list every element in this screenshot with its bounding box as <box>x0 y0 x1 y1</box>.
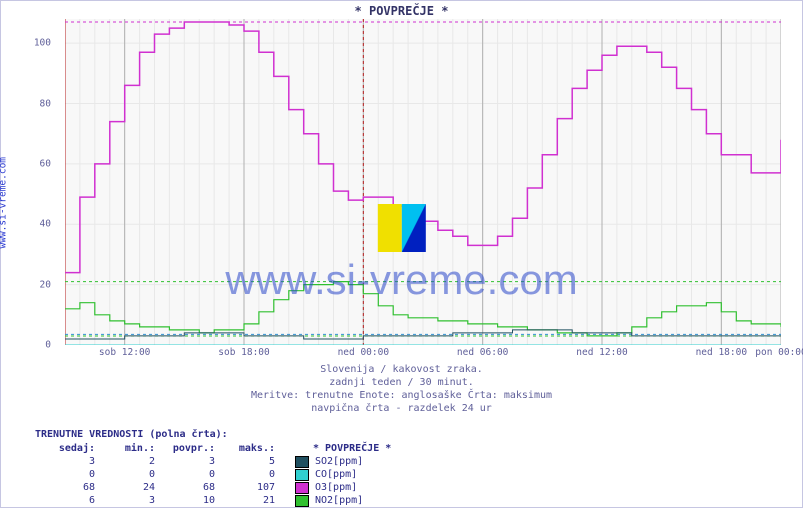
x-tick-label: pon 00:00 <box>755 347 803 358</box>
table-row: 3235SO2[ppm] <box>35 455 391 468</box>
caption-line: navpična črta - razdelek 24 ur <box>1 402 802 415</box>
legend-swatch-icon <box>295 456 309 468</box>
legend-label: O3[ppm] <box>315 481 357 494</box>
table-cell: 0 <box>155 468 215 481</box>
data-table: TRENUTNE VREDNOSTI (polna črta): sedaj: … <box>35 429 391 507</box>
legend-swatch-icon <box>295 469 309 481</box>
table-cell: 68 <box>35 481 95 494</box>
legend-swatch-icon <box>295 482 309 494</box>
table-cell: 24 <box>95 481 155 494</box>
col-header: sedaj: <box>35 442 95 455</box>
x-tick-label: ned 12:00 <box>576 347 627 358</box>
table-cell: 21 <box>215 494 275 507</box>
col-header: min.: <box>95 442 155 455</box>
table-cell: 2 <box>95 455 155 468</box>
legend-title: * POVPREČJE * <box>313 442 391 455</box>
table-cell: 6 <box>35 494 95 507</box>
chart-title: * POVPREČJE * <box>1 4 802 18</box>
plot-area <box>65 19 781 345</box>
table-cell: 107 <box>215 481 275 494</box>
x-tick-label: ned 06:00 <box>457 347 508 358</box>
legend-label: CO[ppm] <box>315 468 357 481</box>
legend-label: NO2[ppm] <box>315 494 363 507</box>
x-tick-label: ned 00:00 <box>338 347 389 358</box>
caption-block: Slovenija / kakovost zraka. zadnji teden… <box>1 363 802 415</box>
x-tick-label: sob 18:00 <box>218 347 269 358</box>
x-tick-label: ned 18:00 <box>696 347 747 358</box>
y-tick-label: 80 <box>40 98 51 109</box>
table-cell: 10 <box>155 494 215 507</box>
col-header: povpr.: <box>155 442 215 455</box>
y-axis-ticks: 020406080100 <box>1 19 59 345</box>
table-row: 0000CO[ppm] <box>35 468 391 481</box>
table-cell: 3 <box>95 494 155 507</box>
caption-line: Meritve: trenutne Enote: anglosaške Črta… <box>1 389 802 402</box>
table-header-row: sedaj: min.: povpr.: maks.: * POVPREČJE … <box>35 442 391 455</box>
y-tick-label: 40 <box>40 219 51 230</box>
table-row: 682468107O3[ppm] <box>35 481 391 494</box>
legend-swatch-icon <box>295 495 309 507</box>
y-tick-label: 20 <box>40 279 51 290</box>
col-header: maks.: <box>215 442 275 455</box>
legend-label: SO2[ppm] <box>315 455 363 468</box>
y-tick-label: 60 <box>40 158 51 169</box>
table-cell: 0 <box>35 468 95 481</box>
table-cell: 68 <box>155 481 215 494</box>
table-row: 631021 NO2[ppm] <box>35 494 391 507</box>
table-cell: 3 <box>155 455 215 468</box>
table-cell: 0 <box>95 468 155 481</box>
y-tick-label: 100 <box>34 38 51 49</box>
table-cell: 3 <box>35 455 95 468</box>
y-tick-label: 0 <box>45 340 51 351</box>
caption-line: Slovenija / kakovost zraka. <box>1 363 802 376</box>
table-cell: 5 <box>215 455 275 468</box>
table-cell: 0 <box>215 468 275 481</box>
table-title: TRENUTNE VREDNOSTI (polna črta): <box>35 429 391 440</box>
x-tick-label: sob 12:00 <box>99 347 150 358</box>
chart-container: * POVPREČJE * www.si-vreme.com 020406080… <box>0 0 803 508</box>
caption-line: zadnji teden / 30 minut. <box>1 376 802 389</box>
x-axis-ticks: sob 12:00 sob 18:00 ned 00:00 ned 06:00 ned … <box>65 347 781 359</box>
